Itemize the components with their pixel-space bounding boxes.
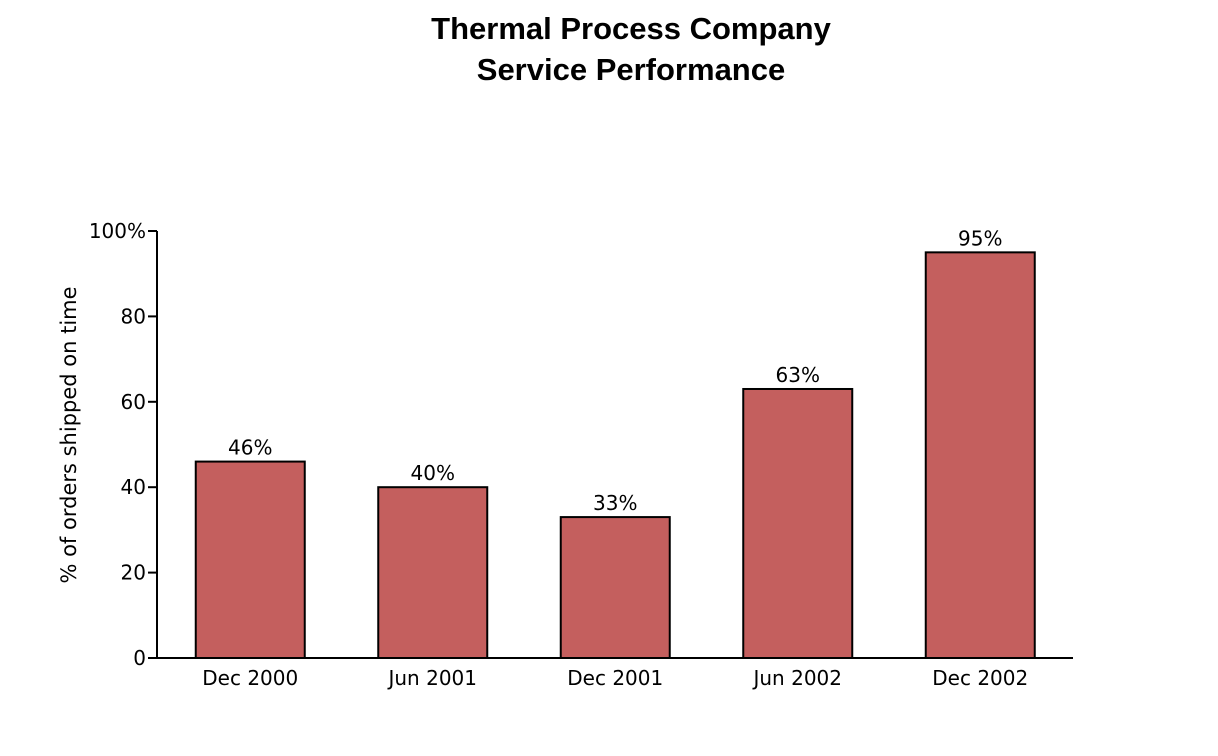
y-tick-label: 40	[121, 475, 146, 499]
data-label: 46%	[228, 436, 272, 460]
y-tick-label: 80	[121, 304, 146, 328]
y-tick-label: 100%	[89, 219, 146, 243]
x-ticks-group: Dec 2000 Jun 2001 Dec 2001 Jun 2002 Dec 2002	[202, 666, 1028, 690]
bar	[559, 516, 671, 660]
chart-title: Thermal Process Company	[431, 11, 831, 46]
y-tick-label: 20	[121, 561, 146, 585]
axes-group	[156, 231, 1073, 659]
data-label: 95%	[958, 226, 1002, 250]
y-tick-label: 60	[121, 390, 146, 414]
x-tick-label: Jun 2001	[386, 666, 477, 690]
y-tick-label: 0	[133, 646, 146, 670]
y-axis-label: % of orders shipped on time	[57, 286, 81, 583]
bar	[377, 486, 489, 660]
bar	[742, 387, 854, 659]
data-label: 33%	[593, 491, 637, 515]
y-ticks-group: 0 20 40 60 80 100%	[89, 219, 157, 670]
chart-subtitle: Service Performance	[476, 52, 786, 87]
bar	[194, 460, 306, 659]
x-tick-label: Dec 2000	[202, 666, 298, 690]
bar	[924, 251, 1036, 659]
data-label: 40%	[411, 461, 455, 485]
x-tick-label: Dec 2001	[567, 666, 663, 690]
x-tick-label: Dec 2002	[932, 666, 1028, 690]
chart-title-block: Thermal Process Company Service Performa…	[0, 8, 1218, 90]
bars-group: 46% 40% 33% 63% 95%	[194, 226, 1036, 660]
data-label: 63%	[776, 363, 820, 387]
x-tick-label: Jun 2002	[751, 666, 842, 690]
